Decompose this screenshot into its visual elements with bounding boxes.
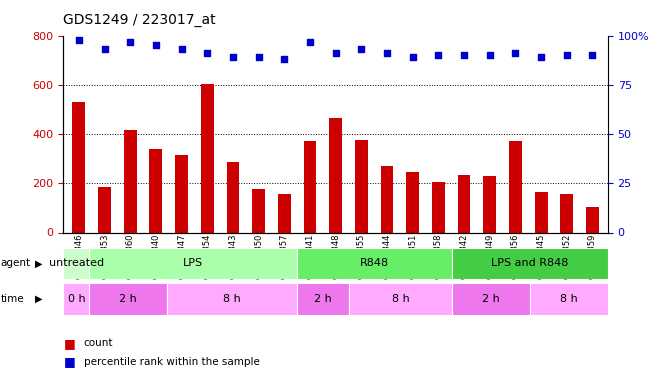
Point [381, 50, 392, 56]
Bar [150, 149, 162, 232]
Bar [278, 194, 291, 232]
Point [125, 39, 136, 45]
Text: GDS1249 / 223017_at: GDS1249 / 223017_at [63, 13, 216, 27]
Bar [167, 283, 297, 315]
Text: ▶: ▶ [35, 258, 42, 268]
Bar [329, 118, 342, 232]
Point [561, 53, 572, 58]
Point [228, 54, 238, 60]
Bar [72, 102, 86, 232]
Text: count: count [84, 338, 113, 348]
Bar [432, 182, 445, 232]
Text: R848: R848 [360, 258, 389, 268]
Bar [406, 172, 419, 232]
Bar [297, 248, 452, 279]
Point [484, 53, 495, 58]
Bar [63, 283, 90, 315]
Bar [303, 141, 317, 232]
Bar [90, 283, 167, 315]
Bar [226, 162, 239, 232]
Text: ▶: ▶ [35, 294, 42, 304]
Bar [509, 141, 522, 232]
Point [459, 53, 470, 58]
Bar [98, 187, 111, 232]
Bar [530, 283, 608, 315]
Text: 2 h: 2 h [314, 294, 331, 304]
Text: 8 h: 8 h [560, 294, 578, 304]
Bar [458, 175, 470, 232]
Text: agent: agent [1, 258, 31, 268]
Text: percentile rank within the sample: percentile rank within the sample [84, 357, 259, 367]
Bar [452, 283, 530, 315]
Text: LPS: LPS [183, 258, 203, 268]
Point [150, 42, 161, 48]
Point [305, 39, 315, 45]
Bar [297, 283, 349, 315]
Point [279, 56, 290, 62]
Bar [349, 283, 452, 315]
Text: untreated: untreated [49, 258, 104, 268]
Bar [63, 248, 90, 279]
Point [536, 54, 546, 60]
Text: 2 h: 2 h [482, 294, 500, 304]
Point [407, 54, 418, 60]
Point [433, 53, 444, 58]
Bar [534, 192, 548, 232]
Text: time: time [1, 294, 24, 304]
Point [253, 54, 264, 60]
Point [356, 46, 367, 53]
Bar [484, 176, 496, 232]
Bar [381, 166, 393, 232]
Point [176, 46, 187, 53]
Point [587, 53, 598, 58]
Text: 8 h: 8 h [223, 294, 241, 304]
Bar [560, 194, 573, 232]
Point [100, 46, 110, 53]
Bar [452, 248, 608, 279]
Bar [355, 140, 368, 232]
Text: ■: ■ [63, 337, 75, 350]
Text: LPS and R848: LPS and R848 [492, 258, 568, 268]
Text: 2 h: 2 h [120, 294, 137, 304]
Text: 0 h: 0 h [67, 294, 86, 304]
Point [330, 50, 341, 56]
Point [202, 50, 212, 56]
Bar [90, 248, 297, 279]
Bar [124, 130, 137, 232]
Text: ■: ■ [63, 356, 75, 368]
Point [510, 50, 521, 56]
Bar [175, 155, 188, 232]
Text: 8 h: 8 h [391, 294, 409, 304]
Point [73, 37, 84, 43]
Bar [586, 207, 599, 232]
Bar [253, 189, 265, 232]
Bar [201, 84, 214, 232]
